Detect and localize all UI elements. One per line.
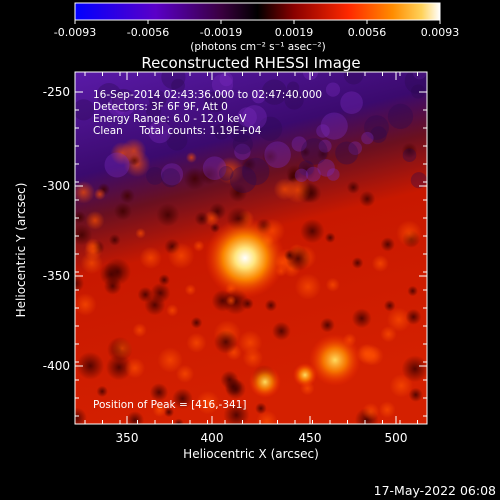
x-tick-label: 500: [385, 431, 408, 445]
colorbar-tick-label: -0.0056: [127, 26, 169, 39]
colorbar-tick-label: 0.0019: [275, 26, 314, 39]
plot-title: Reconstructed RHESSI Image: [141, 54, 360, 72]
colorbar-tick-label: -0.0093: [54, 26, 96, 39]
y-tick-label: -350: [43, 269, 70, 283]
y-tick-label: -300: [43, 179, 70, 193]
y-tick-label: -250: [43, 85, 70, 99]
info-line: Clean Total counts: 1.19E+04: [93, 125, 262, 137]
info-line: Energy Range: 6.0 - 12.0 keV: [93, 113, 247, 125]
colorbar-tick-label: -0.0019: [200, 26, 242, 39]
x-tick-label: 450: [299, 431, 322, 445]
colorbar-gradient: [74, 2, 441, 21]
x-tick-label: 400: [201, 431, 224, 445]
colorbar-ticks: [74, 20, 441, 24]
peak-position-label: Position of Peak = [416,-341]: [93, 399, 247, 411]
y-axis-label: Heliocentric Y (arcsec): [14, 183, 28, 318]
colorbar-unit-label: (photons cm⁻² s⁻¹ asec⁻²): [190, 41, 325, 53]
colorbar: -0.0093 -0.0056 -0.0019 0.0019 0.0056 0.…: [54, 2, 460, 53]
colorbar-tick-label: 0.0093: [421, 26, 460, 39]
info-line: 16-Sep-2014 02:43:36.000 to 02:47:40.000: [93, 89, 322, 101]
plot-frame: [74, 71, 428, 425]
generation-date: 17-May-2022 06:08: [374, 483, 496, 498]
observation-info: 16-Sep-2014 02:43:36.000 to 02:47:40.000…: [93, 89, 322, 137]
info-line: Detectors: 3F 6F 9F, Att 0: [93, 101, 228, 113]
x-tick-label: 350: [116, 431, 139, 445]
solar-image: [75, 72, 427, 424]
axis-ticks: [75, 72, 427, 424]
x-axis-label: Heliocentric X (arcsec): [183, 447, 319, 461]
y-tick-label: -400: [43, 359, 70, 373]
colorbar-tick-label: 0.0056: [348, 26, 387, 39]
